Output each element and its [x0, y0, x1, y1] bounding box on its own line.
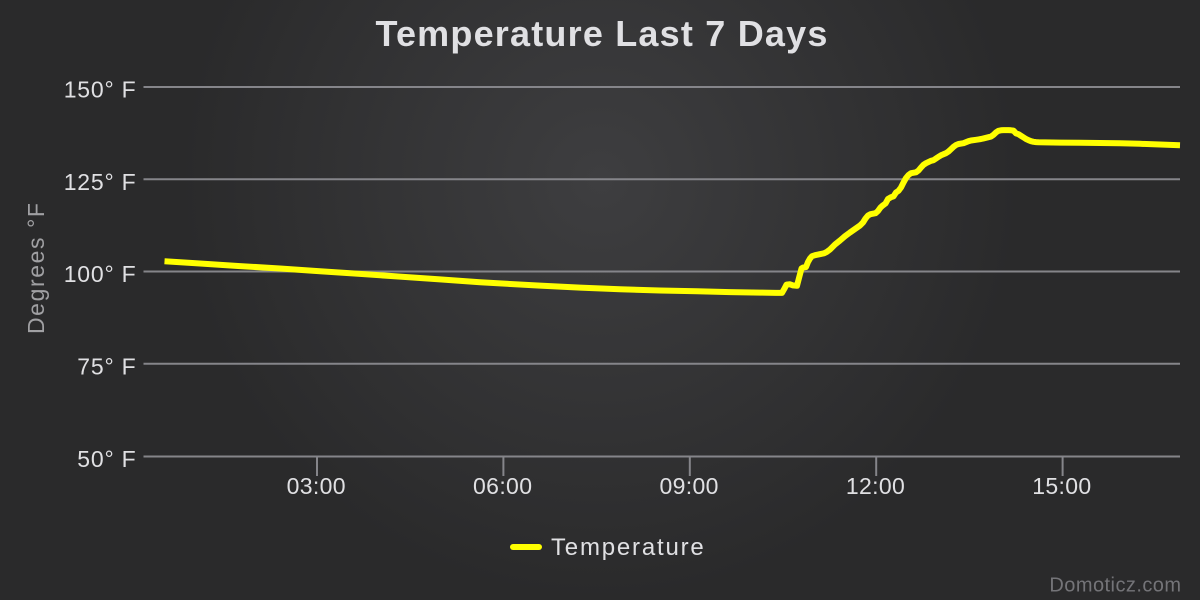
svg-text:150° F: 150° F — [64, 77, 137, 103]
svg-text:12:00: 12:00 — [846, 473, 905, 499]
svg-text:06:00: 06:00 — [473, 473, 532, 499]
svg-text:Degrees °F: Degrees °F — [23, 201, 49, 334]
svg-text:125° F: 125° F — [64, 169, 137, 195]
svg-text:03:00: 03:00 — [287, 473, 346, 499]
svg-text:Temperature: Temperature — [551, 534, 706, 561]
svg-text:15:00: 15:00 — [1032, 473, 1091, 499]
svg-text:09:00: 09:00 — [659, 473, 718, 499]
svg-text:75° F: 75° F — [77, 353, 136, 379]
svg-text:50° F: 50° F — [77, 446, 136, 472]
svg-text:100° F: 100° F — [64, 261, 137, 287]
svg-text:Temperature Last 7 Days: Temperature Last 7 Days — [375, 13, 828, 54]
svg-text:Domoticz.com: Domoticz.com — [1049, 575, 1181, 597]
